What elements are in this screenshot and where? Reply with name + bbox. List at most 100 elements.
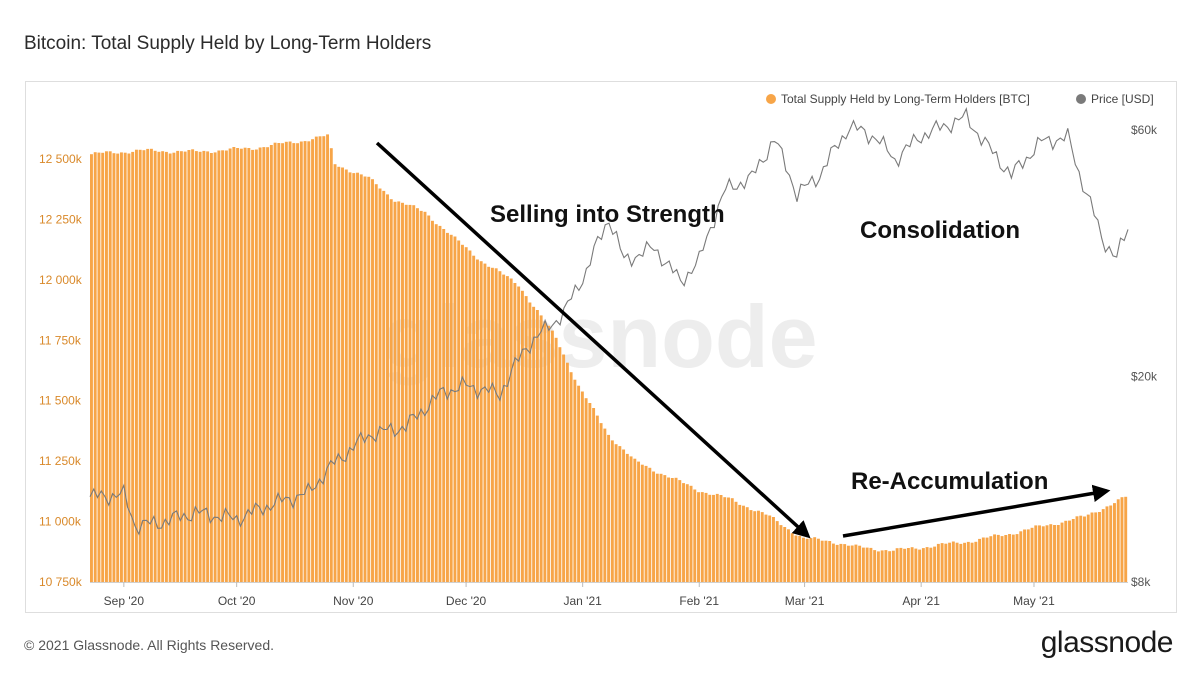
bar — [374, 184, 378, 582]
left-axis-tick: 12 500k — [39, 152, 83, 166]
bar — [655, 473, 659, 582]
bar — [1064, 520, 1068, 582]
bar — [1124, 496, 1128, 582]
bar — [637, 461, 641, 582]
bar — [1094, 512, 1098, 582]
bar — [1053, 525, 1056, 582]
bar — [416, 208, 419, 582]
bar — [273, 142, 277, 582]
bar — [146, 148, 150, 582]
legend-label-supply[interactable]: Total Supply Held by Long-Term Holders [… — [781, 92, 1030, 106]
bar — [618, 446, 622, 582]
bar — [513, 283, 517, 582]
x-axis-tick: Oct '20 — [218, 594, 256, 608]
bar — [798, 535, 802, 582]
bar — [805, 538, 809, 582]
price-line — [89, 107, 1129, 536]
bar — [648, 467, 652, 582]
x-axis-tick: May '21 — [1013, 594, 1055, 608]
bar — [168, 153, 172, 582]
bar — [1116, 499, 1120, 582]
bar — [816, 538, 820, 582]
bar — [622, 449, 626, 582]
bar — [472, 255, 476, 582]
bar — [438, 225, 442, 582]
bar — [93, 152, 97, 582]
bar — [449, 234, 453, 583]
legend-label-price[interactable]: Price [USD] — [1091, 92, 1154, 106]
bar — [760, 512, 764, 582]
bar — [153, 150, 157, 583]
bar — [322, 136, 326, 582]
bar — [243, 147, 247, 582]
bar — [412, 205, 416, 582]
x-axis-tick: Nov '20 — [333, 594, 374, 608]
bar — [419, 210, 423, 582]
bar — [772, 517, 775, 582]
legend-marker-price — [1076, 94, 1086, 104]
bar — [119, 152, 123, 582]
bar — [1019, 531, 1023, 582]
bar — [854, 544, 858, 582]
bar — [1101, 509, 1105, 582]
bar — [468, 250, 472, 582]
bar — [97, 152, 101, 582]
bar — [356, 172, 359, 582]
bar — [659, 473, 663, 582]
bar — [179, 151, 183, 582]
bar — [1068, 520, 1071, 582]
legend: Total Supply Held by Long-Term Holders [… — [766, 92, 1154, 106]
bar — [329, 148, 333, 582]
bar — [296, 143, 300, 582]
bar — [217, 150, 221, 582]
bar — [434, 224, 438, 582]
right-axis-tick: $8k — [1131, 575, 1151, 589]
bar — [865, 547, 869, 582]
bar — [951, 541, 955, 582]
bar — [318, 136, 322, 583]
bar — [790, 533, 794, 582]
bar — [876, 551, 880, 582]
bar — [768, 515, 772, 582]
bar — [693, 489, 697, 582]
bar — [723, 497, 727, 582]
bar — [445, 232, 449, 582]
bar — [401, 202, 404, 583]
bar — [783, 527, 787, 582]
bar — [539, 315, 543, 582]
bar — [490, 267, 494, 582]
bar — [963, 542, 967, 582]
bar — [543, 321, 547, 582]
bar — [1109, 505, 1113, 582]
bar — [1049, 524, 1053, 582]
bar — [966, 541, 970, 582]
x-axis-tick: Jan '21 — [564, 594, 603, 608]
bar — [333, 164, 337, 582]
x-axis-tick: Mar '21 — [785, 594, 825, 608]
bar — [697, 492, 700, 582]
bar — [1079, 515, 1083, 582]
bar — [408, 204, 412, 582]
bar — [880, 550, 884, 582]
left-axis-tick: 11 000k — [39, 515, 82, 529]
bar — [277, 143, 281, 582]
bar — [1060, 522, 1064, 582]
bar — [498, 271, 502, 582]
bar — [903, 548, 907, 582]
bar — [352, 173, 356, 582]
bar — [828, 541, 832, 582]
bar — [981, 537, 985, 582]
bar — [629, 456, 633, 582]
bar — [176, 150, 180, 582]
left-axis-tick: 12 250k — [39, 212, 83, 226]
left-axis-tick: 10 750k — [39, 575, 83, 589]
bar — [1015, 534, 1019, 582]
bar — [104, 151, 108, 583]
bar — [1120, 497, 1124, 582]
bar — [569, 372, 573, 582]
bar — [712, 494, 715, 582]
bar — [251, 149, 255, 582]
bar — [899, 547, 903, 582]
bar — [311, 139, 315, 582]
selling-arrow — [375, 141, 811, 539]
